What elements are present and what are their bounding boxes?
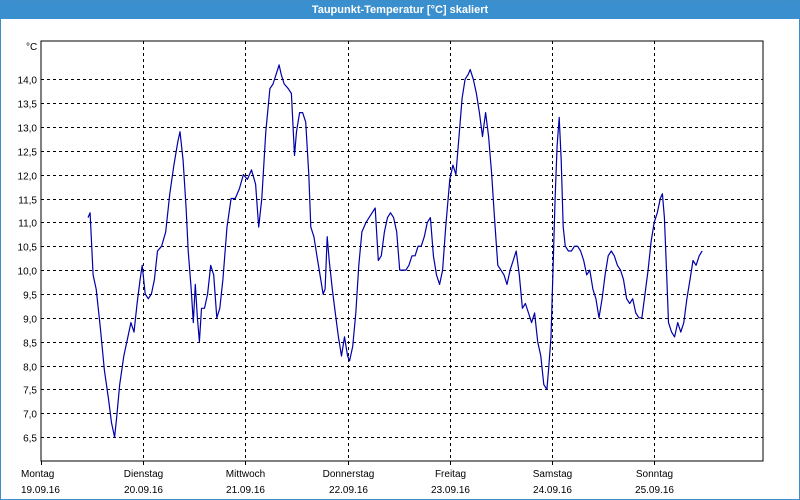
x-tick-date: 25.09.16 bbox=[635, 485, 674, 496]
x-tick-date: 21.09.16 bbox=[226, 485, 265, 496]
plot-area bbox=[40, 40, 764, 462]
y-tick-label: 11,0 bbox=[18, 219, 37, 230]
y-tick-label: 12,0 bbox=[18, 172, 38, 183]
x-tick-day: Samstag bbox=[533, 469, 572, 480]
window-title: Taupunkt-Temperatur [°C] skaliert bbox=[1, 1, 799, 19]
y-tick-label: 8,0 bbox=[23, 363, 37, 374]
y-tick-label: 12,5 bbox=[18, 148, 38, 159]
y-tick-label: 11,5 bbox=[18, 196, 37, 207]
x-tick-day: Dienstag bbox=[124, 469, 163, 480]
y-tick-label: 10,5 bbox=[18, 243, 38, 254]
x-tick-date: 22.09.16 bbox=[329, 485, 368, 496]
x-tick-date: 24.09.16 bbox=[533, 485, 572, 496]
x-tick-day: Sonntag bbox=[636, 469, 673, 480]
y-axis-unit: °C bbox=[26, 42, 37, 53]
y-tick-label: 13,5 bbox=[18, 100, 38, 111]
y-tick-label: 9,5 bbox=[23, 291, 37, 302]
x-tick-day: Montag bbox=[21, 469, 54, 480]
y-tick-label: 8,5 bbox=[23, 339, 37, 350]
y-tick-label: 7,0 bbox=[23, 410, 37, 421]
x-tick-date: 19.09.16 bbox=[21, 485, 60, 496]
x-tick-day: Donnerstag bbox=[323, 469, 375, 480]
x-tick-day: Freitag bbox=[435, 469, 466, 480]
x-tick-day: Mittwoch bbox=[226, 469, 265, 480]
y-tick-label: 10,0 bbox=[18, 267, 38, 278]
y-tick-label: 6,5 bbox=[23, 434, 37, 445]
y-tick-label: 13,0 bbox=[18, 124, 38, 135]
y-tick-label: 7,5 bbox=[23, 386, 37, 397]
y-tick-label: 14,0 bbox=[18, 76, 38, 87]
series-line-dewpoint bbox=[87, 64, 703, 438]
y-tick-label: 9,0 bbox=[23, 315, 37, 326]
x-tick-date: 20.09.16 bbox=[124, 485, 163, 496]
x-tick-date: 23.09.16 bbox=[431, 485, 470, 496]
